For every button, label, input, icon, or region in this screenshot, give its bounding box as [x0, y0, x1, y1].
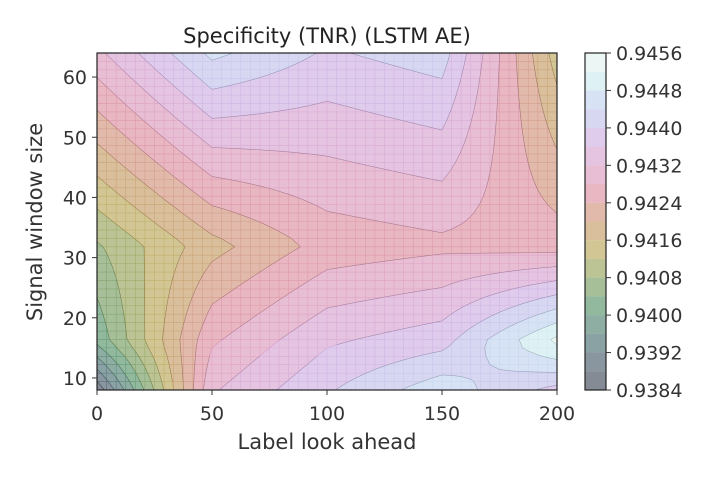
contour-line-12	[105, 52, 558, 391]
x-axis: 0 50 100 150 200	[91, 390, 575, 425]
x-axis-label: Label look ahead	[238, 430, 417, 454]
colorbar-band-3	[585, 315, 606, 334]
contour-band-10	[96, 52, 558, 391]
y-tick-label: 10	[63, 368, 87, 390]
colorbar-band-11	[585, 165, 606, 185]
contour-band-13	[137, 52, 558, 391]
colorbar-band-1	[585, 352, 606, 372]
contour-line-9	[96, 52, 558, 391]
y-tick-label: 60	[63, 67, 87, 89]
colorbar-band-0	[585, 371, 606, 390]
x-tick-label: 100	[309, 403, 345, 425]
x-tick-label: 150	[424, 403, 460, 425]
colorbar-band-15	[585, 90, 606, 110]
colorbar-tick-label: 0.9416	[616, 230, 682, 252]
contour-line-4	[96, 343, 135, 391]
contour-band-16	[518, 322, 558, 360]
contour-line-11	[96, 52, 558, 391]
colorbar: 0.9456 0.9448 0.9440 0.9432 0.9424 0.9416 0.94…	[584, 43, 682, 402]
contour-line-5	[96, 297, 145, 391]
contour-line-6	[96, 241, 155, 391]
colorbar-fill	[585, 53, 606, 390]
plot-area	[96, 52, 558, 391]
y-tick-label: 30	[63, 248, 87, 270]
contour-line-8	[96, 52, 558, 382]
x-tick-label: 50	[200, 403, 224, 425]
contour-line-2	[96, 368, 115, 391]
colorbar-tick-label: 0.9408	[616, 268, 682, 290]
colorbar-ticks: 0.9456 0.9448 0.9440 0.9432 0.9424 0.9416 0.94…	[606, 43, 682, 402]
colorbar-band-6	[585, 258, 606, 278]
contour-line-13	[137, 52, 558, 391]
colorbar-tick-label: 0.9384	[616, 380, 682, 402]
contour-line-10	[96, 52, 558, 391]
colorbar-tick-label: 0.9400	[616, 305, 682, 327]
contour-line-7	[96, 208, 165, 391]
chart-title: Specificity (TNR) (LSTM AE)	[183, 24, 471, 48]
colorbar-tick-label: 0.9424	[616, 193, 682, 215]
contour-line-17	[550, 336, 558, 346]
colorbar-band-13	[585, 127, 606, 147]
colorbar-band-12	[585, 146, 606, 166]
colorbar-band-8	[585, 221, 606, 241]
colorbar-frame	[584, 52, 607, 391]
colorbar-tick-label: 0.9440	[616, 118, 682, 140]
contour-line-3	[96, 356, 125, 391]
x-tick-label: 0	[91, 403, 103, 425]
colorbar-band-5	[585, 277, 606, 297]
y-tick-label: 20	[63, 308, 87, 330]
contour-line-16	[518, 322, 558, 360]
colorbar-band-14	[585, 109, 606, 128]
colorbar-band-7	[585, 240, 606, 259]
colorbar-band-9	[585, 202, 606, 222]
colorbar-band-4	[585, 296, 606, 316]
y-axis: 10 20 30 40 50 60	[63, 67, 97, 390]
y-axis-label: Signal window size	[23, 123, 47, 321]
y-tick-label: 40	[63, 187, 87, 209]
contour-fill	[96, 52, 558, 391]
x-tick-label: 200	[539, 403, 575, 425]
colorbar-band-2	[585, 333, 606, 353]
colorbar-tick-label: 0.9432	[616, 155, 682, 177]
colorbar-tick-label: 0.9392	[616, 343, 682, 365]
colorbar-band-17	[585, 53, 606, 72]
colorbar-tick-label: 0.9448	[616, 80, 682, 102]
y-tick-label: 50	[63, 127, 87, 149]
colorbar-tick-label: 0.9456	[616, 43, 682, 65]
colorbar-band-10	[585, 184, 606, 203]
colorbar-band-16	[585, 71, 606, 91]
